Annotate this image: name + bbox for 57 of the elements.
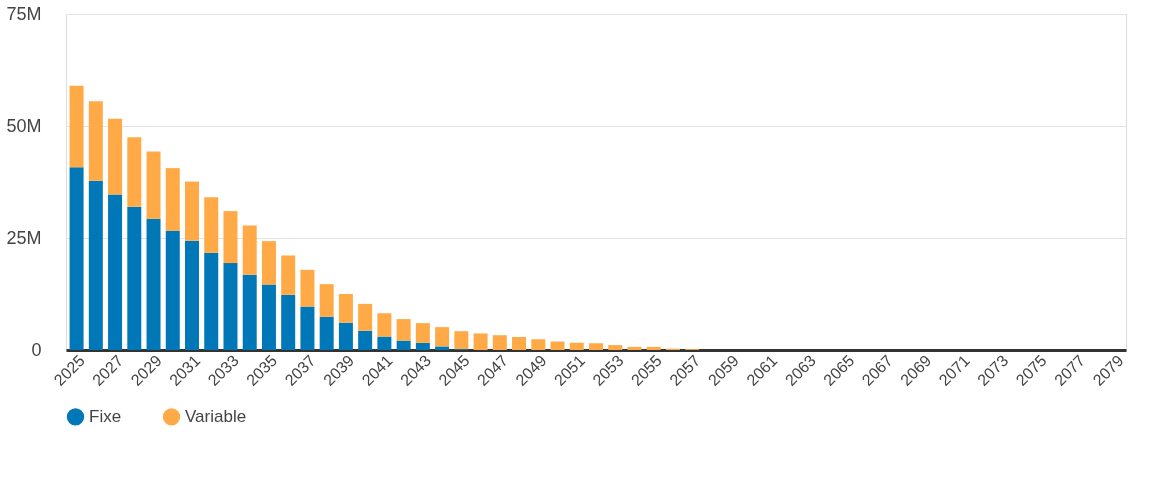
bar: [204, 252, 219, 350]
bar: [531, 339, 546, 350]
bar: [396, 319, 411, 341]
bar: [492, 335, 507, 350]
bar: [512, 337, 527, 350]
bar: [377, 313, 392, 337]
bar: [300, 306, 315, 350]
bar: [396, 340, 411, 350]
bar: [608, 345, 623, 350]
bar: [223, 263, 238, 350]
bar: [261, 241, 276, 285]
bar: [88, 180, 103, 350]
bar: [69, 85, 84, 168]
bar: [338, 294, 353, 323]
bar: [358, 330, 373, 350]
bar: [435, 346, 450, 350]
bar: [646, 346, 661, 350]
bar: [127, 137, 142, 207]
y-tick-label: 0: [31, 339, 42, 360]
bar: [338, 322, 353, 350]
bar: [185, 181, 200, 241]
bar: [223, 211, 238, 264]
bar: [146, 218, 161, 350]
bar: [589, 343, 603, 350]
bar: [146, 151, 161, 219]
bar: [69, 167, 84, 350]
bar: [185, 240, 200, 350]
legend-label: Fixe: [89, 406, 122, 426]
legend-label: Variable: [185, 406, 247, 426]
bar: [108, 118, 123, 195]
bar: [165, 230, 180, 350]
bar: [358, 303, 373, 331]
bar: [550, 341, 565, 350]
bar: [319, 284, 334, 317]
bar: [435, 327, 450, 347]
y-tick-label: 75M: [6, 3, 42, 24]
bar: [473, 333, 488, 350]
bar: [242, 274, 257, 350]
bar: [204, 197, 219, 253]
bar: [627, 346, 642, 350]
bar: [108, 194, 123, 350]
bar: [242, 225, 257, 275]
bar: [281, 255, 296, 295]
bar: [165, 168, 180, 231]
y-tick-label: 50M: [6, 115, 42, 136]
bar: [319, 316, 334, 350]
bar: [454, 331, 469, 350]
bar: [300, 269, 315, 307]
bar: [88, 101, 103, 181]
bar: [377, 336, 392, 350]
bar: [127, 206, 142, 350]
bar: [415, 323, 430, 343]
bar: [569, 342, 584, 350]
y-tick-label: 25M: [6, 227, 42, 248]
bar: [281, 294, 296, 350]
bar: [261, 284, 276, 350]
bar: [415, 342, 430, 350]
